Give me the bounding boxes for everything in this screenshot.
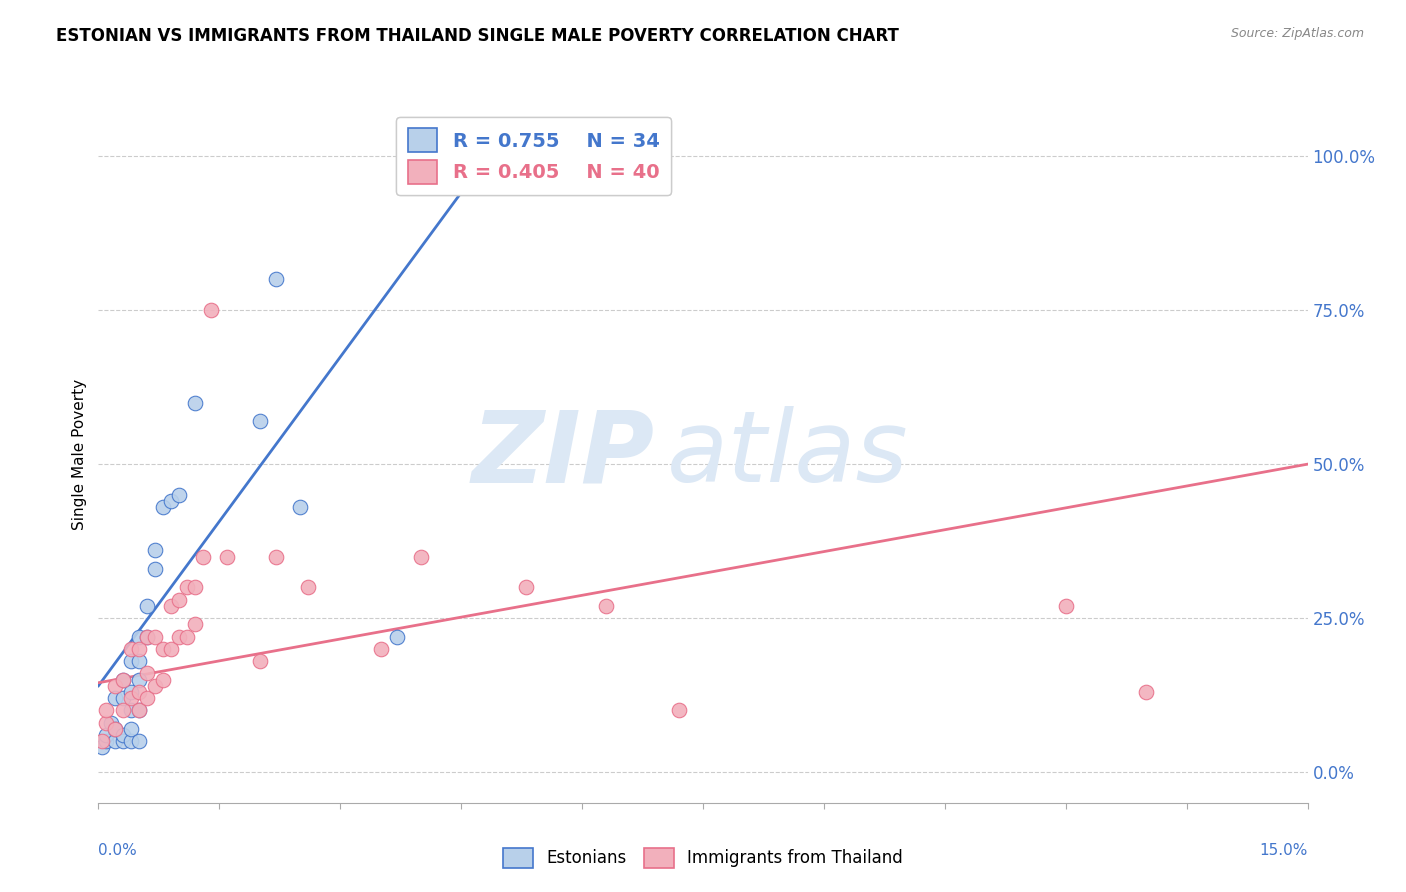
Point <box>120 734 142 748</box>
Point <box>217 549 239 564</box>
Point <box>96 728 118 742</box>
Point <box>96 703 118 717</box>
Point <box>96 734 118 748</box>
Point <box>135 666 157 681</box>
Point <box>100 715 122 730</box>
Point <box>184 395 207 409</box>
Point <box>160 599 183 613</box>
Point <box>167 630 190 644</box>
Point <box>135 599 157 613</box>
Point <box>128 630 150 644</box>
Point <box>111 673 134 687</box>
Point <box>135 630 157 644</box>
Point <box>128 734 150 748</box>
Point <box>167 592 190 607</box>
Point <box>111 734 134 748</box>
Point <box>143 630 166 644</box>
Point <box>128 673 150 687</box>
Point <box>120 703 142 717</box>
Point <box>128 685 150 699</box>
Point <box>264 549 287 564</box>
Point <box>668 703 690 717</box>
Point <box>128 641 150 656</box>
Point <box>409 549 432 564</box>
Point <box>120 641 142 656</box>
Point <box>143 679 166 693</box>
Point <box>120 685 142 699</box>
Point <box>595 599 617 613</box>
Point <box>135 691 157 706</box>
Point <box>103 722 125 736</box>
Point <box>135 630 157 644</box>
Point <box>111 691 134 706</box>
Point <box>120 654 142 668</box>
Point <box>111 728 134 742</box>
Point <box>111 703 134 717</box>
Point <box>249 654 271 668</box>
Point <box>91 734 114 748</box>
Point <box>96 715 118 730</box>
Text: atlas: atlas <box>666 407 908 503</box>
Point <box>128 654 150 668</box>
Text: ZIP: ZIP <box>471 407 655 503</box>
Point <box>515 580 537 594</box>
Point <box>264 272 287 286</box>
Point <box>120 722 142 736</box>
Point <box>184 580 207 594</box>
Point <box>1135 685 1157 699</box>
Point <box>288 500 311 515</box>
Point <box>128 703 150 717</box>
Legend: R = 0.755    N = 34, R = 0.405    N = 40: R = 0.755 N = 34, R = 0.405 N = 40 <box>396 117 671 195</box>
Point <box>103 691 125 706</box>
Point <box>297 580 319 594</box>
Y-axis label: Single Male Poverty: Single Male Poverty <box>72 379 87 531</box>
Point <box>160 641 183 656</box>
Point <box>103 734 125 748</box>
Point <box>193 549 215 564</box>
Point <box>143 562 166 576</box>
Text: 15.0%: 15.0% <box>1260 843 1308 858</box>
Point <box>370 641 392 656</box>
Text: 0.0%: 0.0% <box>98 843 138 858</box>
Point <box>152 673 174 687</box>
Point <box>474 161 496 176</box>
Point <box>103 679 125 693</box>
Point <box>120 691 142 706</box>
Point <box>1054 599 1077 613</box>
Point <box>152 500 174 515</box>
Point <box>385 630 408 644</box>
Point <box>184 617 207 632</box>
Point <box>152 641 174 656</box>
Point <box>176 630 198 644</box>
Point <box>200 303 222 318</box>
Text: Source: ZipAtlas.com: Source: ZipAtlas.com <box>1230 27 1364 40</box>
Point <box>91 740 114 755</box>
Point <box>103 722 125 736</box>
Point <box>249 414 271 428</box>
Point <box>167 488 190 502</box>
Point <box>143 543 166 558</box>
Point <box>128 703 150 717</box>
Point <box>160 494 183 508</box>
Text: ESTONIAN VS IMMIGRANTS FROM THAILAND SINGLE MALE POVERTY CORRELATION CHART: ESTONIAN VS IMMIGRANTS FROM THAILAND SIN… <box>56 27 898 45</box>
Point <box>111 673 134 687</box>
Point <box>176 580 198 594</box>
Legend: Estonians, Immigrants from Thailand: Estonians, Immigrants from Thailand <box>496 841 910 875</box>
